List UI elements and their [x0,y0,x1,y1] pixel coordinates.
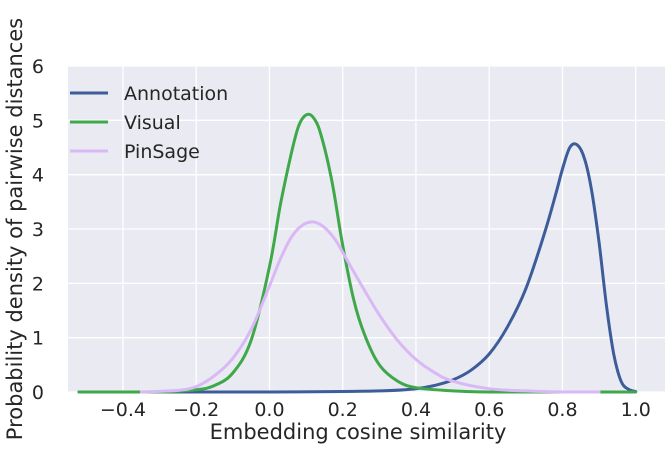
legend-label-visual: Visual [124,112,181,134]
x-tick-label: 0.4 [401,399,431,421]
series-line-visual [77,112,638,394]
x-tick-label: 0.0 [254,399,284,421]
x-tick-label: −0.2 [173,399,219,421]
legend-label-annotation: Annotation [124,83,228,105]
y-tick-label: 3 [32,219,44,241]
y-tick-label: 0 [32,382,44,404]
y-tick-label: 2 [32,273,44,295]
x-tick-label: 0.8 [547,399,577,421]
y-tick-label: 5 [32,110,44,132]
x-tick-label: −0.4 [100,399,146,421]
x-tick-label: 0.6 [474,399,504,421]
x-axis-label: Embedding cosine similarity [210,420,507,444]
y-tick-label: 4 [32,165,44,187]
x-tick-label: 0.2 [328,399,358,421]
y-axis-ticks: 0 1 2 3 4 5 6 [32,56,44,404]
legend-label-pinsage: PinSage [124,141,200,163]
y-tick-label: 6 [32,56,44,78]
x-tick-label: 1.0 [621,399,651,421]
y-axis-label: Probability density of pairwise distance… [3,18,27,440]
series-lines [77,112,638,394]
series-line-pinsage [139,220,601,394]
x-axis-ticks: −0.4 −0.2 0.0 0.2 0.4 0.6 0.8 1.0 [100,399,651,421]
y-tick-label: 1 [32,328,44,350]
legend: Annotation Visual PinSage [70,83,228,163]
